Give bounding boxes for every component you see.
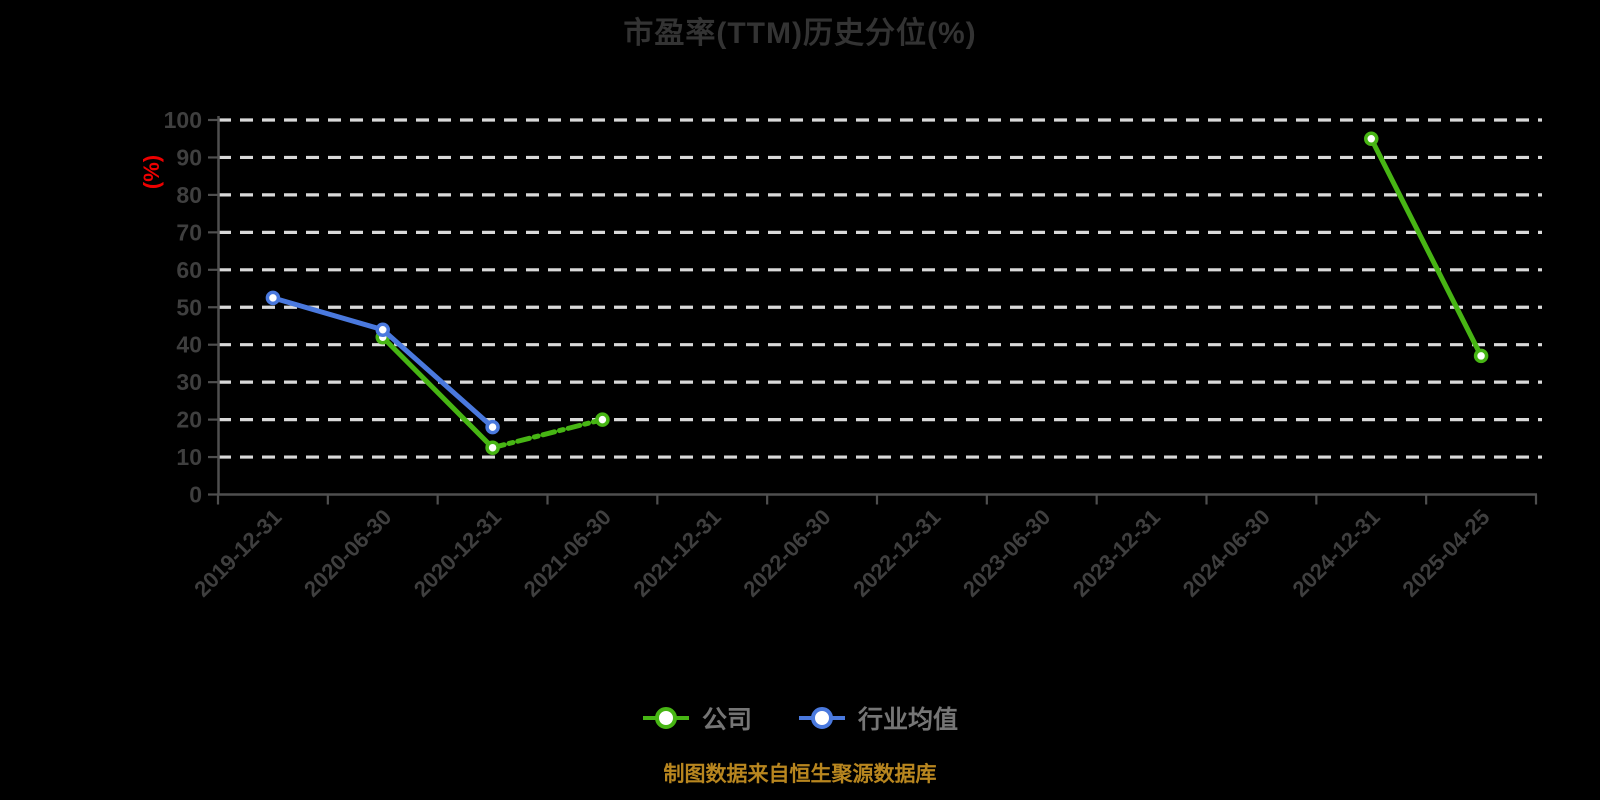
x-axis-tick-label: 2019-12-31 [189, 504, 286, 601]
legend-item-company[interactable]: 公司 [642, 700, 752, 736]
y-axis-tick-label: 60 [176, 257, 202, 283]
y-axis-tick-label: 80 [176, 182, 202, 208]
x-axis-tick-label: 2023-12-31 [1068, 504, 1165, 601]
x-axis-tick-label: 2022-06-30 [738, 504, 835, 601]
x-axis-tick-label: 2021-12-31 [629, 504, 726, 601]
x-axis-tick-label: 2024-06-30 [1178, 504, 1275, 601]
legend: 公司 行业均值 [0, 700, 1600, 736]
y-axis-tick-label: 90 [176, 144, 202, 170]
x-axis-tick-label: 2023-06-30 [958, 504, 1055, 601]
line-circle-marker-icon [799, 707, 845, 729]
series-line-1 [270, 295, 386, 333]
series-line-0 [380, 334, 496, 451]
data-point [1473, 348, 1489, 364]
data-point [265, 290, 281, 306]
x-axis-tick-label: 2025-04-25 [1397, 504, 1494, 601]
y-axis-tick-label: 10 [176, 444, 202, 470]
chart-title: 市盈率(TTM)历史分位(%) [623, 17, 977, 50]
y-axis-tick-label: 30 [176, 369, 202, 395]
data-point [375, 322, 390, 337]
y-axis-tick-label: 70 [176, 219, 202, 245]
y-axis-tick-label: 20 [176, 407, 202, 433]
legend-label-industry-average: 行业均值 [858, 706, 959, 734]
data-point [1364, 131, 1379, 146]
y-axis-tick-label: 40 [176, 332, 202, 358]
data-point [595, 412, 610, 427]
y-axis-tick-label: 50 [176, 294, 202, 320]
data-point [485, 419, 500, 435]
x-axis-tick-label: 2020-06-30 [299, 504, 396, 601]
legend-item-industry-average[interactable]: 行业均值 [798, 700, 958, 736]
series-line-0 [490, 417, 605, 451]
x-axis-tick-label: 2021-06-30 [519, 504, 616, 601]
series-line-1 [380, 327, 496, 430]
x-axis-tick-label: 2024-12-31 [1288, 504, 1385, 601]
data-source-note: 制图数据来自恒生聚源数据库 [663, 763, 937, 786]
x-axis-tick-label: 2022-12-31 [848, 504, 945, 601]
y-axis-tick-label: 0 [189, 482, 202, 508]
series-line-0 [1368, 136, 1484, 359]
y-axis-tick-label: 100 [164, 107, 202, 133]
x-axis-tick-label: 2020-12-31 [409, 504, 506, 601]
line-circle-marker-icon [642, 707, 689, 729]
legend-label-company: 公司 [701, 706, 752, 734]
data-point [485, 440, 500, 455]
